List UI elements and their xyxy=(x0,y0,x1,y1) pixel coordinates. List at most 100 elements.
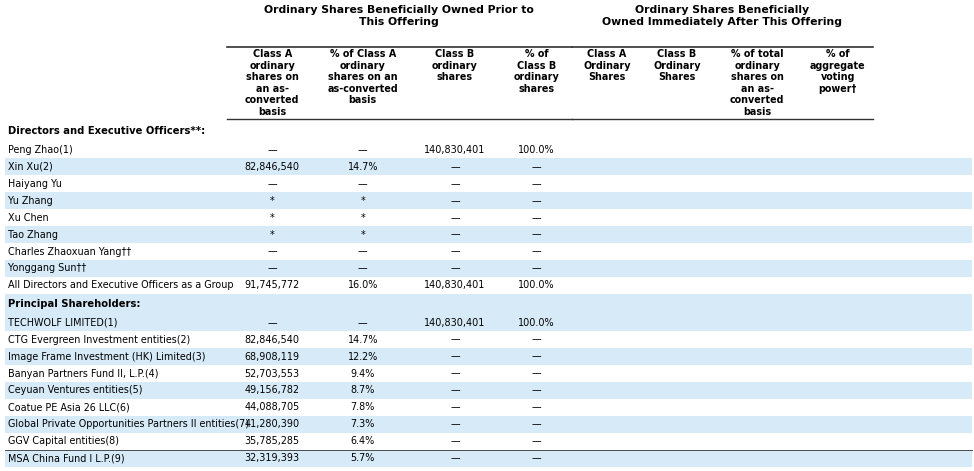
Text: —: — xyxy=(532,436,542,447)
Bar xyxy=(5,433,972,450)
Text: —: — xyxy=(450,402,460,413)
Bar xyxy=(5,175,972,192)
Text: Coatue PE Asia 26 LLC(6): Coatue PE Asia 26 LLC(6) xyxy=(8,402,130,413)
Text: 5.7%: 5.7% xyxy=(351,453,375,463)
Bar xyxy=(5,331,972,348)
Text: Banyan Partners Fund II, L.P.(4): Banyan Partners Fund II, L.P.(4) xyxy=(8,368,159,379)
Text: —: — xyxy=(450,334,460,345)
Text: Ordinary Shares Beneficially
Owned Immediately After This Offering: Ordinary Shares Beneficially Owned Immed… xyxy=(602,5,843,27)
Text: —: — xyxy=(268,246,277,257)
Text: —: — xyxy=(268,317,277,328)
Text: 9.4%: 9.4% xyxy=(351,368,375,379)
Text: 7.8%: 7.8% xyxy=(351,402,375,413)
Text: Class A
Ordinary
Shares: Class A Ordinary Shares xyxy=(583,49,630,82)
Text: MSA China Fund I L.P.(9): MSA China Fund I L.P.(9) xyxy=(8,453,125,463)
Bar xyxy=(5,192,972,209)
Text: CTG Evergreen Investment entities(2): CTG Evergreen Investment entities(2) xyxy=(8,334,190,345)
Bar xyxy=(5,382,972,399)
Text: —: — xyxy=(450,436,460,447)
Text: Ordinary Shares Beneficially Owned Prior to
This Offering: Ordinary Shares Beneficially Owned Prior… xyxy=(264,5,535,27)
Text: Global Private Opportunities Partners II entities(7): Global Private Opportunities Partners II… xyxy=(8,419,248,430)
Text: Directors and Executive Officers**:: Directors and Executive Officers**: xyxy=(8,126,206,136)
Text: —: — xyxy=(450,246,460,257)
Bar xyxy=(5,314,972,331)
Text: Yu Zhang: Yu Zhang xyxy=(8,195,53,206)
Text: —: — xyxy=(358,246,367,257)
Text: —: — xyxy=(532,419,542,430)
Bar xyxy=(5,294,972,314)
Text: Yonggang Sun††: Yonggang Sun†† xyxy=(8,263,86,274)
Text: 52,703,553: 52,703,553 xyxy=(244,368,300,379)
Text: —: — xyxy=(450,263,460,274)
Text: 12.2%: 12.2% xyxy=(348,351,378,362)
Text: All Directors and Executive Officers as a Group: All Directors and Executive Officers as … xyxy=(8,280,234,291)
Bar xyxy=(5,158,972,175)
Text: —: — xyxy=(358,317,367,328)
Text: 16.0%: 16.0% xyxy=(348,280,378,291)
Bar xyxy=(5,1,972,121)
Text: 68,908,119: 68,908,119 xyxy=(244,351,300,362)
Text: Image Frame Investment (HK) Limited(3): Image Frame Investment (HK) Limited(3) xyxy=(8,351,206,362)
Text: —: — xyxy=(532,212,542,223)
Text: Principal Shareholders:: Principal Shareholders: xyxy=(8,299,140,309)
Text: —: — xyxy=(450,229,460,240)
Text: Tao Zhang: Tao Zhang xyxy=(8,229,57,240)
Text: —: — xyxy=(532,453,542,463)
Text: *: * xyxy=(360,195,365,206)
Bar xyxy=(5,121,972,141)
Text: —: — xyxy=(532,195,542,206)
Text: —: — xyxy=(532,368,542,379)
Text: *: * xyxy=(270,212,275,223)
Text: Xin Xu(2): Xin Xu(2) xyxy=(8,162,53,172)
Text: *: * xyxy=(270,195,275,206)
Text: TECHWOLF LIMITED(1): TECHWOLF LIMITED(1) xyxy=(8,317,117,328)
Text: 6.4%: 6.4% xyxy=(351,436,375,447)
Bar xyxy=(5,277,972,294)
Text: Haiyang Yu: Haiyang Yu xyxy=(8,179,61,189)
Bar xyxy=(5,141,972,158)
Text: 82,846,540: 82,846,540 xyxy=(244,162,300,172)
Text: —: — xyxy=(358,179,367,189)
Text: —: — xyxy=(450,162,460,172)
Text: —: — xyxy=(532,385,542,396)
Text: 100.0%: 100.0% xyxy=(518,317,555,328)
Text: —: — xyxy=(532,334,542,345)
Text: —: — xyxy=(450,195,460,206)
Text: —: — xyxy=(450,385,460,396)
Text: 35,785,285: 35,785,285 xyxy=(244,436,300,447)
Bar xyxy=(5,399,972,416)
Text: 140,830,401: 140,830,401 xyxy=(424,145,486,155)
Text: —: — xyxy=(358,263,367,274)
Text: 140,830,401: 140,830,401 xyxy=(424,317,486,328)
Text: 100.0%: 100.0% xyxy=(518,145,555,155)
Text: —: — xyxy=(532,402,542,413)
Text: 91,745,772: 91,745,772 xyxy=(244,280,300,291)
Text: *: * xyxy=(270,229,275,240)
Text: —: — xyxy=(532,351,542,362)
Text: Ceyuan Ventures entities(5): Ceyuan Ventures entities(5) xyxy=(8,385,142,396)
Text: 140,830,401: 140,830,401 xyxy=(424,280,486,291)
Text: 7.3%: 7.3% xyxy=(351,419,375,430)
Text: Class A
ordinary
shares on
an as-
converted
basis: Class A ordinary shares on an as- conver… xyxy=(245,49,299,117)
Text: —: — xyxy=(450,419,460,430)
Text: GGV Capital entities(8): GGV Capital entities(8) xyxy=(8,436,119,447)
Bar xyxy=(5,243,972,260)
Text: —: — xyxy=(532,229,542,240)
Text: % of
Class B
ordinary
shares: % of Class B ordinary shares xyxy=(514,49,559,94)
Text: 14.7%: 14.7% xyxy=(348,162,378,172)
Bar xyxy=(5,365,972,382)
Text: 8.7%: 8.7% xyxy=(351,385,375,396)
Bar xyxy=(5,260,972,277)
Text: 82,846,540: 82,846,540 xyxy=(244,334,300,345)
Text: Xu Chen: Xu Chen xyxy=(8,212,49,223)
Text: —: — xyxy=(358,145,367,155)
Bar xyxy=(5,450,972,467)
Text: —: — xyxy=(450,453,460,463)
Text: % of
aggregate
voting
power†: % of aggregate voting power† xyxy=(809,49,866,94)
Text: —: — xyxy=(532,162,542,172)
Text: 49,156,782: 49,156,782 xyxy=(244,385,300,396)
Text: 41,280,390: 41,280,390 xyxy=(244,419,300,430)
Text: —: — xyxy=(532,246,542,257)
Text: —: — xyxy=(450,368,460,379)
Text: —: — xyxy=(532,263,542,274)
